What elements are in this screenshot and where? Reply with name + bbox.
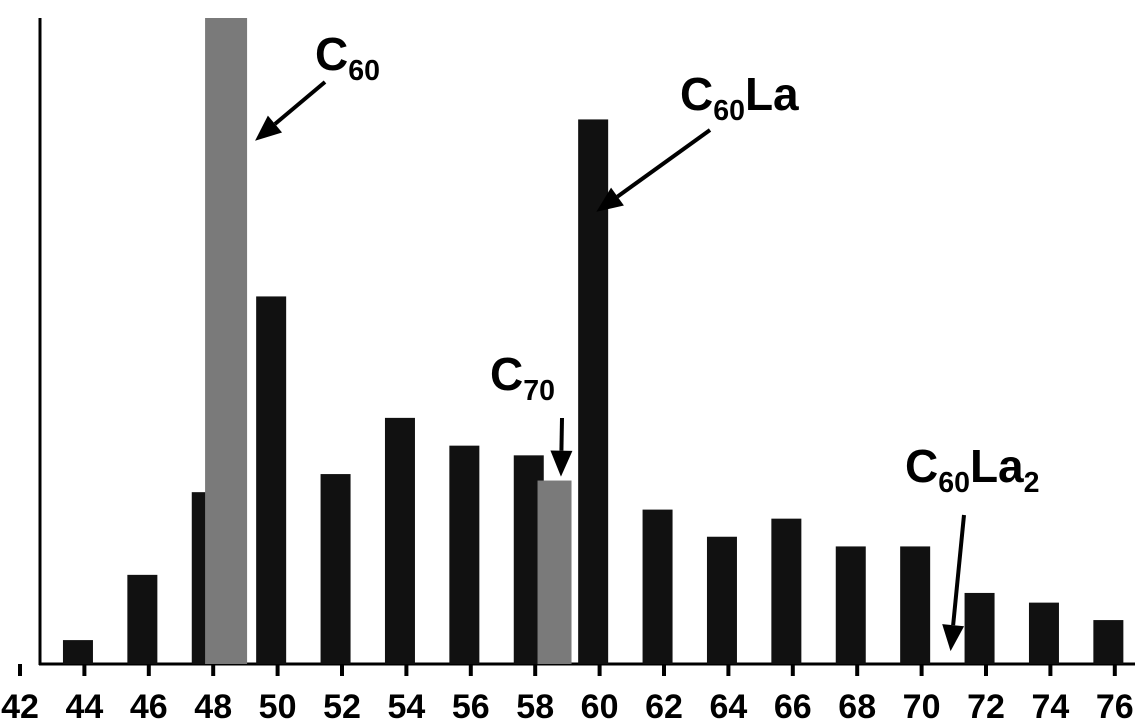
bar bbox=[900, 546, 931, 664]
annotation-arrow-shaft bbox=[951, 514, 966, 626]
bar bbox=[62, 640, 93, 664]
annotation-arrow-head bbox=[596, 187, 624, 212]
x-tick-label: 54 bbox=[387, 688, 425, 724]
annotation-arrow-head bbox=[550, 450, 573, 477]
x-tick-label: 56 bbox=[452, 688, 490, 724]
bar bbox=[449, 445, 480, 664]
bar bbox=[320, 474, 351, 664]
annotation-arrow-c60la2 bbox=[942, 514, 966, 652]
annotation-arrow-shaft bbox=[273, 80, 327, 126]
bar bbox=[384, 417, 415, 664]
x-tick-label: 74 bbox=[1031, 688, 1069, 724]
bar bbox=[1028, 602, 1059, 664]
bar bbox=[127, 574, 158, 664]
bar bbox=[1093, 620, 1124, 664]
annotation-label-c70: C70 bbox=[490, 348, 555, 407]
bar bbox=[771, 518, 802, 664]
annotation-arrow-c60la bbox=[596, 128, 712, 212]
bar bbox=[256, 296, 287, 664]
bar bbox=[964, 592, 995, 664]
x-tick-label: 62 bbox=[645, 688, 683, 724]
x-tick-label: 48 bbox=[194, 688, 232, 724]
x-tick-label: 52 bbox=[323, 688, 361, 724]
annotation-label-c60: C60 bbox=[315, 28, 380, 87]
annotation-label-c60la: C60La bbox=[680, 68, 799, 127]
bar bbox=[205, 18, 248, 664]
x-tick-label: 50 bbox=[259, 688, 297, 724]
x-tick-label: 68 bbox=[838, 688, 876, 724]
annotation-arrow-c70 bbox=[550, 417, 573, 477]
x-tick-label: 64 bbox=[709, 688, 747, 724]
annotation-arrow-shaft bbox=[559, 417, 564, 451]
x-tick-label: 58 bbox=[516, 688, 554, 724]
x-tick-label: 44 bbox=[65, 688, 103, 724]
x-tick-label: 66 bbox=[774, 688, 812, 724]
annotation-arrow-head bbox=[255, 115, 283, 141]
x-tick-label: 76 bbox=[1096, 688, 1134, 724]
annotation-arrow-head bbox=[942, 624, 965, 652]
annotation-arrow-shaft bbox=[616, 128, 712, 199]
x-tick-label: 70 bbox=[903, 688, 941, 724]
annotation-label-c60la2: C60La2 bbox=[905, 440, 1040, 499]
x-tick-label: 46 bbox=[130, 688, 168, 724]
bar bbox=[537, 480, 572, 664]
bar bbox=[642, 509, 673, 664]
bar bbox=[706, 536, 737, 664]
x-tick-label: 42 bbox=[1, 688, 39, 724]
annotation-arrow-c60 bbox=[255, 80, 327, 141]
x-tick-label: 60 bbox=[581, 688, 619, 724]
bar bbox=[835, 546, 866, 664]
x-tick-label: 72 bbox=[967, 688, 1005, 724]
